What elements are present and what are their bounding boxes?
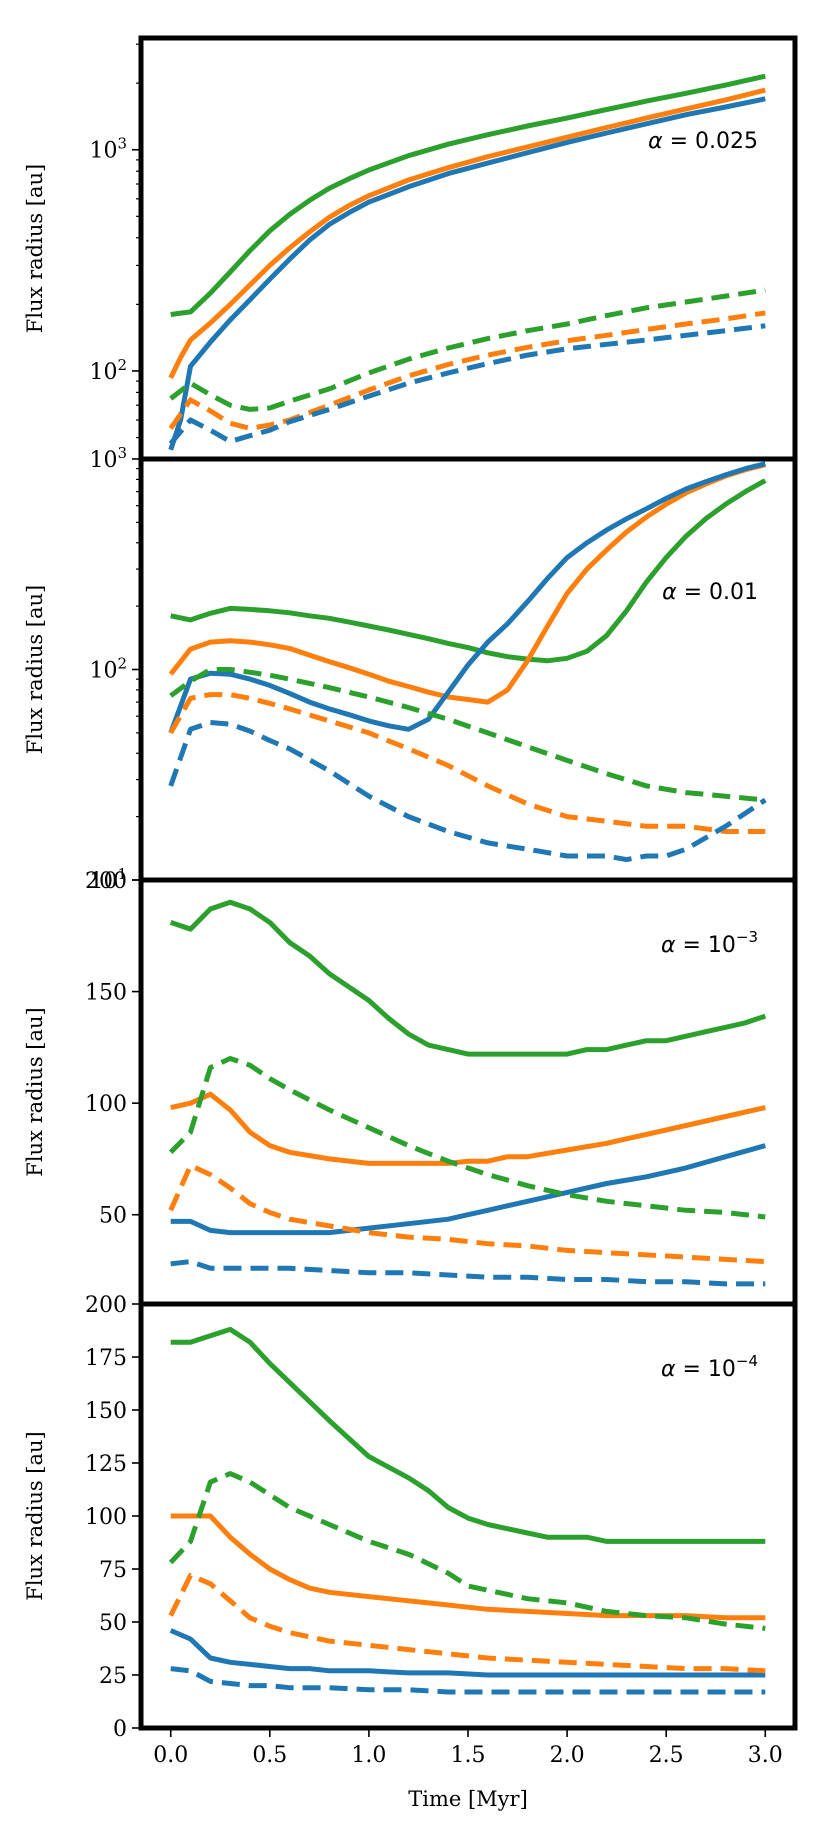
alpha-exponent: −3 [736,928,758,946]
y-tick-label: 150 [85,1399,127,1424]
y-tick-label: 103 [89,135,127,164]
alpha-annotation: α = 0.025 [648,129,758,154]
x-tick-label: 0.0 [153,1743,188,1768]
panel-4-series [168,1326,766,1695]
x-tick-label: 0.5 [252,1743,287,1768]
y-tick-label-exponent: 2 [117,655,127,673]
y-tick-label-exponent: 3 [117,135,127,153]
y-tick-label: 125 [85,1452,127,1477]
y-tick-label-exponent: 3 [117,444,127,462]
y-tick-label-exponent: 1 [117,865,127,883]
y-tick-label: 102 [89,356,127,385]
x-tick-label: 3.0 [748,1743,783,1768]
panel-1-series [168,73,766,451]
y-tick-label: 50 [99,1204,127,1229]
series-blue-solid [168,96,766,451]
alpha-symbol: α [662,580,677,605]
series-orange-solid [168,87,766,379]
alpha-value: = 0.025 [663,129,758,154]
y-tick-label-base: 10 [89,139,117,164]
alpha-symbol: α [648,129,663,154]
series-green-solid [170,73,766,317]
y-tick-label: 200 [85,869,127,894]
panel-3: 50 100 150 200 Flux radius [au] α = 10−3 [23,869,798,1307]
alpha-value: = 10 [675,933,735,958]
alpha-value: = 0.01 [677,580,758,605]
alpha-annotation: α = 10−4 [661,1352,758,1382]
series-green-dashed [169,287,766,412]
y-tick-label: 200 [85,1293,127,1318]
y-tick-label-base: 10 [89,869,117,894]
series-orange-dashed [168,692,766,834]
x-tick-label: 2.5 [649,1743,684,1768]
x-tick-label: 1.0 [351,1743,386,1768]
y-axis-label: Flux radius [au] [23,1431,47,1600]
series-green-solid [169,899,767,1057]
y-tick-label: 100 [85,1092,127,1117]
y-axis-label: Flux radius [au] [23,585,47,754]
y-tick-label: 101 [89,865,127,894]
panel-3-series [168,899,767,1287]
alpha-annotation: α = 10−3 [661,928,758,958]
series-orange-dashed [168,1163,766,1265]
series-green-solid [170,1326,766,1544]
series-blue-dashed [170,1259,766,1287]
series-orange-solid [168,462,766,705]
alpha-value: = 10 [675,1357,735,1382]
series-blue-solid [169,1628,766,1678]
y-tick-label: 150 [85,981,127,1006]
alpha-symbol: α [661,1357,676,1382]
y-tick-label: 100 [85,1505,127,1530]
series-green-dashed [168,1056,766,1220]
series-orange-solid [170,1513,766,1621]
panel-2-series [168,461,767,863]
x-axis-label: Time [Myr] [408,1787,528,1811]
y-tick-label: 103 [89,444,127,473]
series-orange-solid [170,1091,766,1166]
y-tick-label-base: 10 [89,448,117,473]
series-blue-dashed [170,1666,766,1695]
y-tick-label: 102 [89,655,127,684]
panel-2-frame [138,456,798,883]
y-tick-label: 0 [113,1717,127,1742]
panel-4: 0 25 50 75 100 125 150 175 200 Flux radius [au] α … [23,1293,798,1811]
panel-4-frame [138,1301,798,1731]
alpha-annotation: α = 0.01 [662,580,758,605]
series-blue-solid [170,1143,766,1236]
alpha-symbol: α [661,933,676,958]
y-tick-label: 25 [99,1664,127,1689]
series-green-dashed [169,667,766,803]
series-blue-solid [168,461,766,734]
y-axis-label: Flux radius [au] [23,164,47,333]
y-tick-label: 75 [99,1558,127,1583]
y-axis-label: Flux radius [au] [23,1007,47,1176]
series-green-dashed [168,1471,766,1631]
series-green-solid [170,478,767,664]
y-tick-label-exponent: 2 [117,356,127,374]
x-tick-label: 1.5 [451,1743,486,1768]
x-tick-label: 2.0 [550,1743,585,1768]
y-tick-label-base: 10 [89,360,117,385]
y-tick-label: 50 [99,1611,127,1636]
y-tick-label: 175 [85,1346,127,1371]
series-orange-dashed [168,1572,766,1674]
y-tick-label-base: 10 [89,659,117,684]
panel-1-frame [138,35,798,462]
alpha-exponent: −4 [736,1352,758,1370]
